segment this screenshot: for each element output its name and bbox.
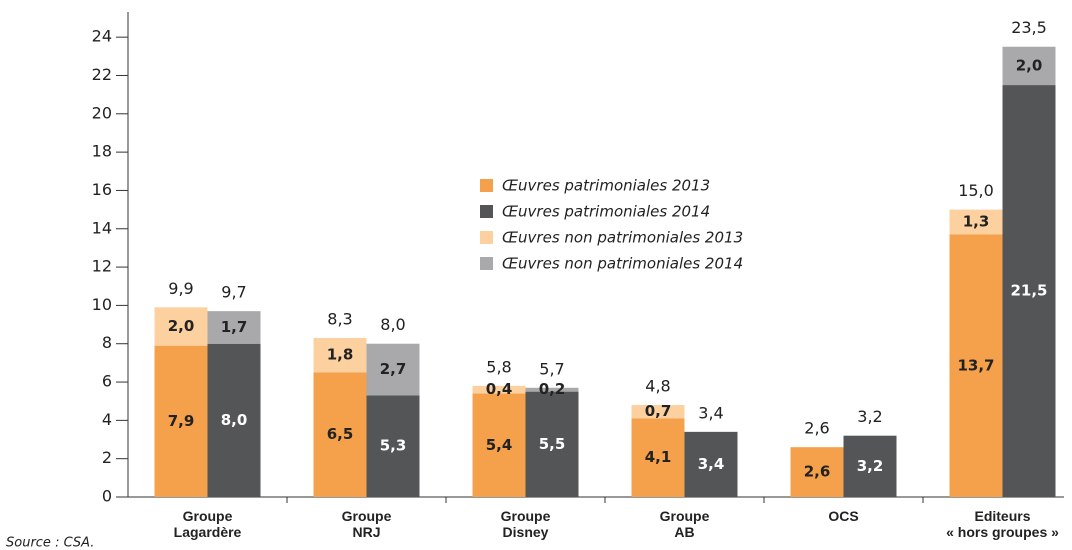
total-label: 2,6 <box>804 419 829 438</box>
bar-segment <box>631 418 685 497</box>
bar-segment <box>684 431 738 497</box>
y-tick-label: 18 <box>92 142 112 161</box>
total-label: 23,5 <box>1011 18 1047 37</box>
y-tick-label: 24 <box>92 27 112 46</box>
y-tick-label: 12 <box>92 257 112 276</box>
segment-label: 4,1 <box>645 448 672 466</box>
total-label: 5,8 <box>486 357 511 376</box>
bar-segment <box>207 311 261 344</box>
y-tick-label: 8 <box>102 333 112 352</box>
legend-label: Œuvres patrimoniales 2014 <box>502 203 710 221</box>
total-label: 15,0 <box>958 181 994 200</box>
legend-swatch <box>480 257 493 270</box>
total-label: 9,9 <box>168 279 193 298</box>
bar-segment <box>472 393 526 497</box>
y-tick-label: 14 <box>92 218 112 237</box>
legend-swatch <box>480 231 493 244</box>
y-tick-label: 2 <box>102 448 112 467</box>
bar-segment <box>949 209 1003 235</box>
segment-label: 3,2 <box>857 457 884 475</box>
legend-swatch <box>480 179 493 192</box>
bar-segment <box>366 395 420 497</box>
y-tick-label: 4 <box>102 410 112 429</box>
bar-segment <box>525 391 579 497</box>
bar-segment <box>843 435 897 497</box>
total-label: 4,8 <box>645 377 670 396</box>
legend-label: Œuvres non patrimoniales 2013 <box>502 229 743 247</box>
segment-label: 2,0 <box>1016 56 1043 74</box>
segment-label: 21,5 <box>1010 282 1047 300</box>
bar-segment <box>790 447 844 497</box>
legend-swatch <box>480 205 493 218</box>
segment-label: 5,5 <box>539 435 566 453</box>
bar-segment <box>472 385 526 394</box>
segment-label: 8,0 <box>221 411 248 429</box>
segment-label: 5,3 <box>380 437 407 455</box>
bar-segment <box>154 345 208 497</box>
total-label: 3,2 <box>857 407 882 426</box>
total-label: 5,7 <box>539 359 564 378</box>
total-label: 8,0 <box>380 315 405 334</box>
x-tick-label: OCS <box>828 508 858 524</box>
legend-label: Œuvres patrimoniales 2013 <box>502 177 710 195</box>
x-tick-label: Groupe AB <box>660 508 710 540</box>
bar-segment <box>631 405 685 419</box>
y-tick-label: 0 <box>102 487 112 506</box>
segment-label: 0,4 <box>486 380 513 398</box>
segment-label: 1,7 <box>221 318 248 336</box>
segment-label: 0,2 <box>539 380 566 398</box>
segment-label: 1,3 <box>963 213 990 231</box>
bar-segment <box>207 343 261 497</box>
segment-label: 1,8 <box>327 346 354 364</box>
x-tick-label: Groupe Lagardère <box>174 508 242 540</box>
bar-segment <box>154 307 208 346</box>
bar-segment <box>366 343 420 396</box>
bar-segment <box>525 387 579 392</box>
segment-label: 6,5 <box>327 425 354 443</box>
total-label: 3,4 <box>698 403 723 422</box>
bar-segment <box>313 337 367 373</box>
bar-segment <box>949 234 1003 497</box>
segment-label: 13,7 <box>957 356 994 374</box>
segment-label: 2,6 <box>804 463 831 481</box>
y-tick-label: 10 <box>92 295 112 314</box>
x-tick-label: Groupe NRJ <box>342 508 392 540</box>
segment-label: 7,9 <box>168 412 195 430</box>
segment-label: 0,7 <box>645 402 672 420</box>
bar-segment <box>1002 85 1056 497</box>
bar-segment <box>1002 46 1056 86</box>
segment-label: 3,4 <box>698 455 725 473</box>
total-label: 9,7 <box>221 283 246 302</box>
segment-label: 2,7 <box>380 360 407 378</box>
y-tick-label: 20 <box>92 103 112 122</box>
y-tick-label: 6 <box>102 372 112 391</box>
bar-segment <box>313 372 367 497</box>
y-tick-label: 22 <box>92 65 112 84</box>
total-label: 8,3 <box>327 309 352 328</box>
y-tick-label: 16 <box>92 180 112 199</box>
segment-label: 5,4 <box>486 436 513 454</box>
x-tick-label: Groupe Disney <box>501 508 551 540</box>
legend-label: Œuvres non patrimoniales 2014 <box>502 255 743 273</box>
source-note: Source : CSA. <box>6 536 94 550</box>
segment-label: 2,0 <box>168 317 195 335</box>
x-tick-label: Editeurs « hors groupes » <box>946 508 1059 540</box>
